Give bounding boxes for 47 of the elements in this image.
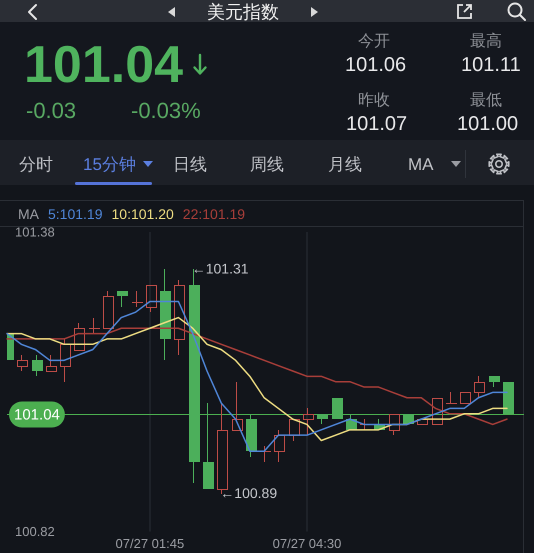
text: 最高 bbox=[470, 33, 502, 50]
candlestick bbox=[174, 280, 185, 356]
candlestick bbox=[132, 290, 144, 308]
chart-title: 美元指数 bbox=[207, 2, 279, 22]
text: 101.07 bbox=[346, 113, 408, 135]
text: 周线 bbox=[250, 155, 284, 174]
candlestick bbox=[88, 318, 100, 334]
text: 月线 bbox=[328, 155, 362, 174]
candlestick bbox=[432, 398, 443, 425]
text: -0.03 bbox=[26, 98, 76, 123]
text: 分时 bbox=[19, 155, 53, 174]
ref-line-label: 101.04 bbox=[14, 406, 60, 424]
candlestick bbox=[489, 376, 500, 388]
candlestick bbox=[117, 290, 128, 308]
y-tick-label: 101.38 bbox=[15, 224, 55, 240]
x-tick-label: 07/27 04:30 bbox=[272, 536, 342, 551]
candlestick bbox=[460, 392, 471, 404]
candlestick bbox=[474, 376, 485, 398]
candlestick bbox=[46, 354, 57, 372]
text: 5:101.19 bbox=[48, 206, 102, 222]
candlestick bbox=[103, 290, 114, 329]
text: MA bbox=[408, 155, 434, 174]
candlestick bbox=[74, 322, 85, 351]
candlestick bbox=[303, 408, 314, 436]
text: 101.00 bbox=[457, 113, 518, 135]
candlestick bbox=[60, 338, 71, 382]
legend-title: MA bbox=[18, 206, 39, 222]
text: 15分钟 bbox=[83, 155, 136, 174]
text: 昨收 bbox=[358, 92, 390, 109]
text: 101.06 bbox=[345, 54, 406, 76]
text: -0.03% bbox=[131, 98, 201, 123]
text: 22:101.19 bbox=[182, 206, 246, 222]
text: 101.04 bbox=[24, 36, 184, 94]
candlestick bbox=[274, 430, 285, 462]
text: 101.11 bbox=[461, 54, 521, 76]
x-tick-label: 07/27 01:45 bbox=[116, 536, 184, 551]
text: 今开 bbox=[358, 33, 390, 50]
annotation: ←100.89 bbox=[220, 484, 278, 501]
y-tick-label: 100.82 bbox=[15, 524, 55, 539]
text: 10:101.20 bbox=[112, 206, 174, 222]
text: 日线 bbox=[173, 155, 207, 174]
candlestick bbox=[32, 354, 43, 376]
candlestick bbox=[232, 382, 243, 431]
candlestick bbox=[446, 392, 458, 404]
text: 最低 bbox=[470, 92, 502, 109]
candlestick bbox=[17, 354, 28, 372]
annotation: ←101.31 bbox=[192, 260, 249, 276]
